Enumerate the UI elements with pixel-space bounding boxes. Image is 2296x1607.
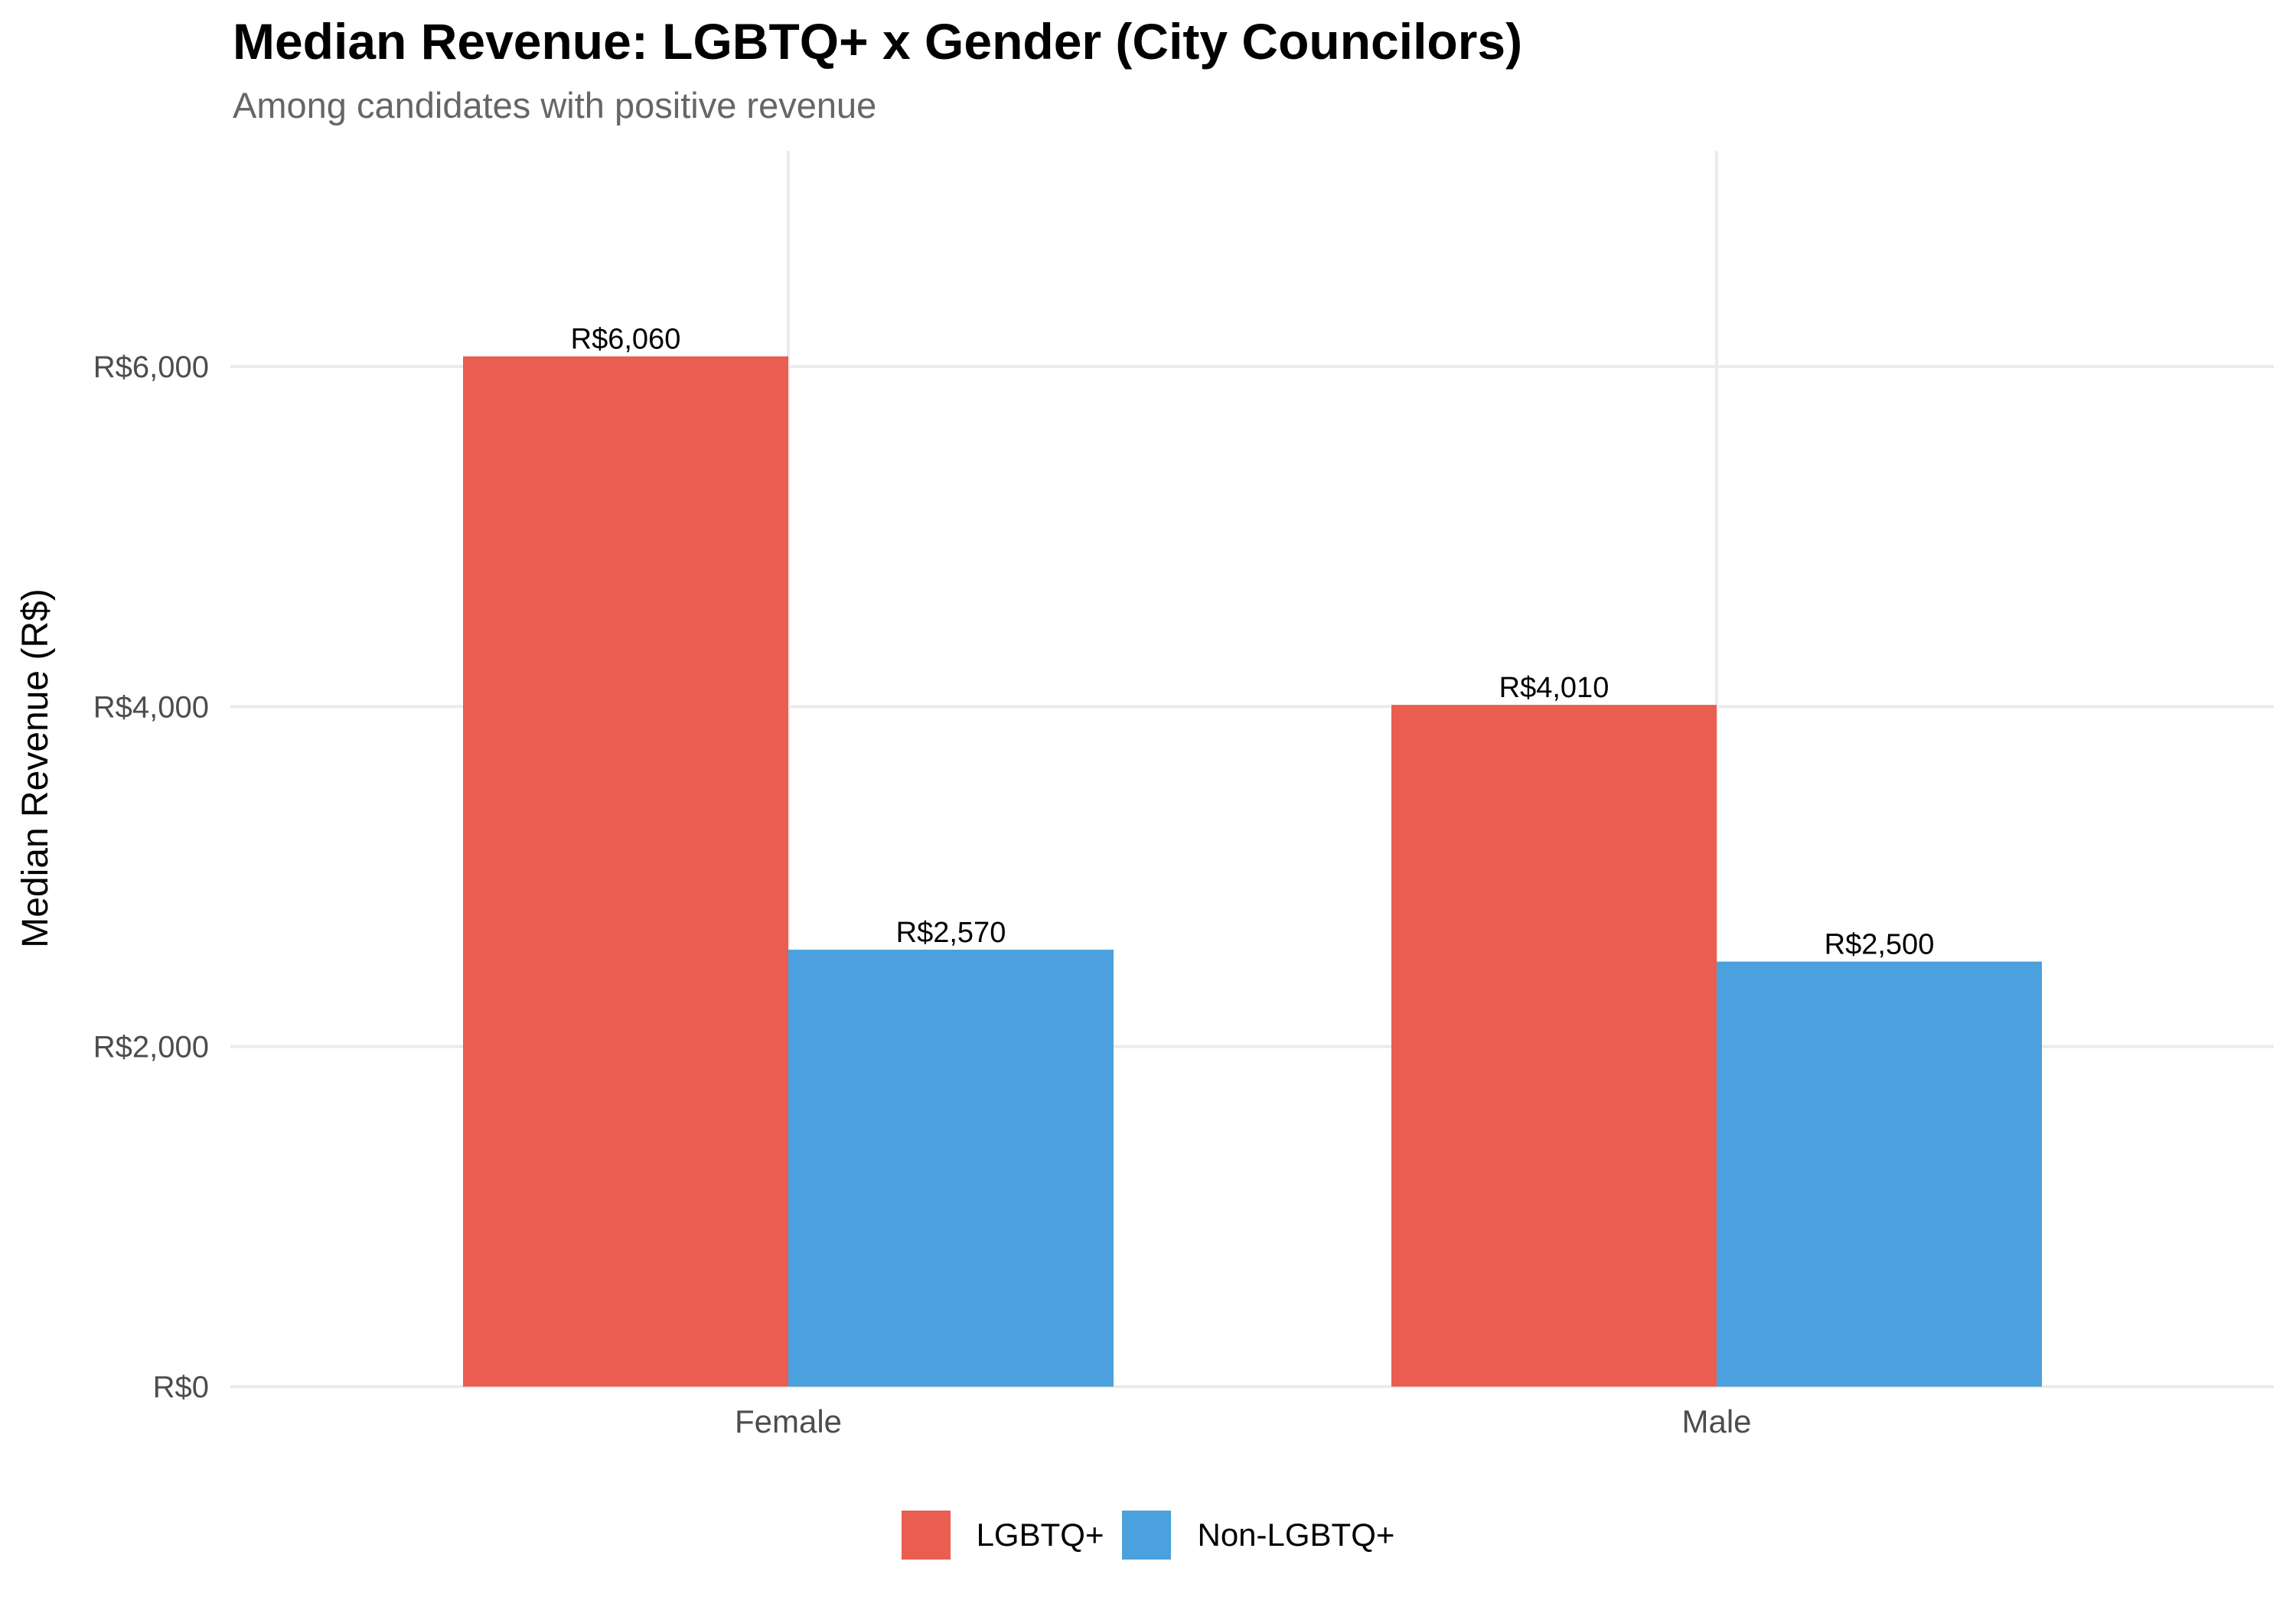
data-label: R$2,500 (1825, 929, 1935, 961)
y-tick-label: R$6,000 (93, 350, 209, 384)
y-tick-label: R$0 (153, 1371, 209, 1404)
data-label: R$4,010 (1499, 672, 1609, 704)
bars-layer (463, 356, 2042, 1387)
bar-male-non-lgbtq (1717, 961, 2042, 1387)
x-tick-label: Male (1681, 1403, 1751, 1439)
y-axis-title: Median Revenue (R$) (15, 588, 56, 948)
data-label: R$2,570 (896, 917, 1006, 949)
x-tick-label: Female (735, 1403, 842, 1439)
legend-swatch-non-lgbtq (1122, 1511, 1172, 1560)
chart-title: Median Revenue: LGBTQ+ x Gender (City Co… (233, 13, 1523, 70)
legend-item-non-lgbtq: Non-LGBTQ+ (1122, 1511, 1394, 1560)
bar-female-non-lgbtq (788, 950, 1114, 1387)
bar-female-lgbtq (463, 356, 788, 1387)
legend-swatch-lgbtq (901, 1511, 951, 1560)
data-labels-layer: R$6,060 R$2,570 R$4,010 R$2,500 (571, 324, 1935, 961)
legend-label-non-lgbtq: Non-LGBTQ+ (1197, 1517, 1395, 1553)
data-label: R$6,060 (571, 324, 681, 356)
legend: LGBTQ+ Non-LGBTQ+ (0, 1511, 2296, 1560)
legend-label-lgbtq: LGBTQ+ (976, 1517, 1104, 1553)
legend-item-lgbtq: LGBTQ+ (901, 1511, 1104, 1560)
y-tick-label: R$4,000 (93, 690, 209, 724)
y-tick-label: R$2,000 (93, 1031, 209, 1064)
chart-subtitle: Among candidates with positive revenue (233, 85, 877, 125)
bar-male-lgbtq (1391, 705, 1717, 1387)
axis-layer: R$0 R$2,000 R$4,000 R$6,000 Female Male (93, 350, 1752, 1439)
